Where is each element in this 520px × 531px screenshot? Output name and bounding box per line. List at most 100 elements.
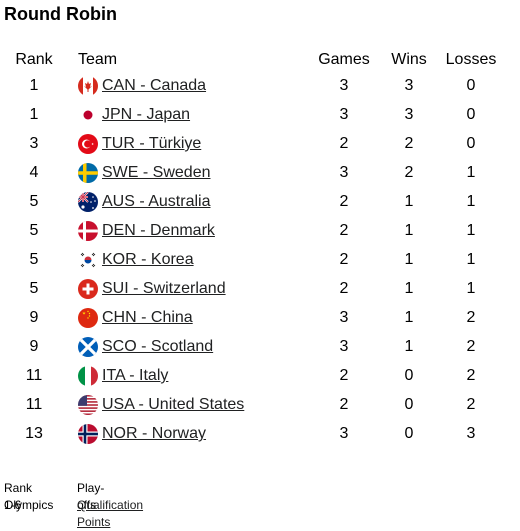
header-rank: Rank [15,51,53,68]
games-cell: 3 [339,309,349,326]
table-row: 5 KOR - Korea 2 1 1 [0,248,520,277]
team-link[interactable]: KOR - Korea [102,251,194,268]
games-cell: 3 [339,338,349,355]
wins-cell: 0 [404,425,414,442]
table-row: 4 SWE - Sweden 3 2 1 [0,161,520,190]
wins-cell: 0 [404,367,414,384]
games-cell: 2 [339,280,349,297]
games-cell: 3 [339,77,349,94]
losses-cell: 0 [466,135,476,152]
wins-cell: 1 [404,251,414,268]
wins-cell: 0 [404,396,414,413]
legend-value: Play-offs [77,481,105,512]
team-link[interactable]: CHN - China [102,309,193,326]
team-link[interactable]: JPN - Japan [102,106,191,123]
rank-cell: 13 [25,425,43,442]
table-row: 1 JPN - Japan 3 3 0 [0,103,520,132]
games-cell: 3 [339,425,349,442]
team-link[interactable]: NOR - Norway [102,425,207,442]
rank-cell: 11 [25,396,43,413]
rank-cell: 5 [29,193,39,210]
table-row: 5 DEN - Denmark 2 1 1 [0,219,520,248]
australia-flag-icon [78,192,98,212]
wins-cell: 3 [404,106,414,123]
losses-cell: 2 [466,309,476,326]
rank-cell: 1 [29,106,39,123]
team-link[interactable]: TUR - Türkiye [102,135,202,152]
legend-label: Olympics [4,498,54,512]
rank-cell: 4 [29,164,39,181]
table-row: 5 AUS - Australia 2 1 1 [0,190,520,219]
team-link[interactable]: DEN - Denmark [102,222,215,239]
rank-cell: 5 [29,251,39,268]
losses-cell: 0 [466,106,476,123]
losses-cell: 0 [466,77,476,94]
table-row: 13 NOR - Norway 3 0 3 [0,422,520,451]
games-cell: 2 [339,396,349,413]
table-row: 11 USA - United States 2 0 2 [0,393,520,422]
korea-flag-icon [78,250,98,270]
team-link[interactable]: SCO - Scotland [102,338,214,355]
header-team: Team [78,51,118,68]
rank-cell: 1 [29,77,39,94]
wins-cell: 1 [404,309,414,326]
norway-flag-icon [78,424,98,444]
sweden-flag-icon [78,163,98,183]
canada-flag-icon [78,76,98,96]
losses-cell: 1 [466,251,476,268]
team-link[interactable]: ITA - Italy [102,367,169,384]
team-link[interactable]: SWE - Sweden [102,164,211,181]
qualification-points-link[interactable]: Qualification Points [77,498,144,529]
header-games: Games [318,51,370,68]
games-cell: 2 [339,222,349,239]
italy-flag-icon [78,366,98,386]
rank-cell: 5 [29,280,39,297]
denmark-flag-icon [78,221,98,241]
games-cell: 2 [339,135,349,152]
wins-cell: 1 [404,193,414,210]
table-row: 9 SCO - Scotland 3 1 2 [0,335,520,364]
losses-cell: 2 [466,396,476,413]
japan-flag-icon [78,105,98,125]
losses-cell: 1 [466,193,476,210]
wins-cell: 1 [404,280,414,297]
table-header: Rank Team Games Wins Losses [0,48,520,74]
header-wins: Wins [391,51,427,68]
wins-cell: 1 [404,338,414,355]
wins-cell: 1 [404,222,414,239]
wins-cell: 2 [404,164,414,181]
usa-flag-icon [78,395,98,415]
losses-cell: 3 [466,425,476,442]
games-cell: 2 [339,193,349,210]
losses-cell: 1 [466,280,476,297]
rank-cell: 3 [29,135,39,152]
table-row: 11 ITA - Italy 2 0 2 [0,364,520,393]
losses-cell: 2 [466,338,476,355]
legend-label: Rank 1-6 [4,481,33,512]
games-cell: 3 [339,164,349,181]
rank-cell: 9 [29,309,39,326]
games-cell: 2 [339,367,349,384]
rank-cell: 5 [29,222,39,239]
team-link[interactable]: CAN - Canada [102,77,207,94]
losses-cell: 2 [466,367,476,384]
header-losses: Losses [445,51,497,68]
games-cell: 2 [339,251,349,268]
standings-table: Rank Team Games Wins Losses 1 CAN - Cana… [0,48,520,451]
page-title: Round Robin [4,4,117,24]
china-flag-icon [78,308,98,328]
wins-cell: 2 [404,135,414,152]
turkiye-flag-icon [78,134,98,154]
wins-cell: 3 [404,77,414,94]
scotland-flag-icon [78,337,98,357]
table-row: 3 TUR - Türkiye 2 2 0 [0,132,520,161]
team-link[interactable]: AUS - Australia [102,193,211,210]
switzerland-flag-icon [78,279,98,299]
losses-cell: 1 [466,222,476,239]
games-cell: 3 [339,106,349,123]
team-link[interactable]: SUI - Switzerland [102,280,226,297]
rank-cell: 11 [25,367,43,384]
losses-cell: 1 [466,164,476,181]
table-row: 1 CAN - Canada 3 3 0 [0,74,520,103]
team-link[interactable]: USA - United States [102,396,245,413]
